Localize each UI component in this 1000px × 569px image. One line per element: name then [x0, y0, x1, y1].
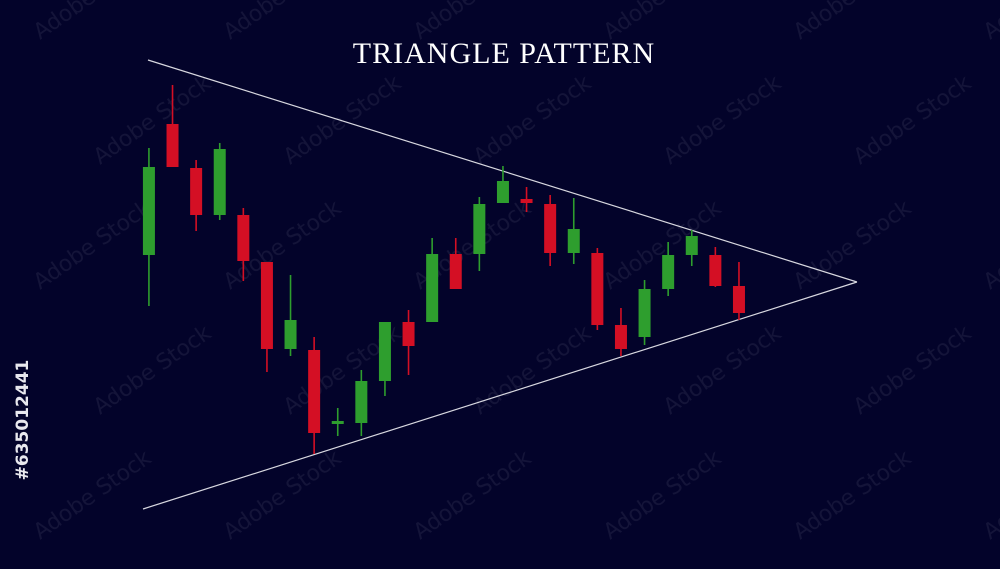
- candle-body: [190, 168, 203, 215]
- candle-body: [237, 215, 250, 261]
- chart-title: TRIANGLE PATTERN: [353, 37, 655, 70]
- candle-body: [355, 381, 368, 423]
- candle-body: [331, 421, 344, 424]
- candle-body: [591, 253, 604, 325]
- candle-body: [402, 322, 415, 346]
- candle-body: [260, 262, 273, 349]
- candle-body: [638, 289, 651, 337]
- candle-body: [544, 204, 557, 253]
- candle-body: [213, 149, 226, 215]
- candle-body: [496, 181, 509, 203]
- candle-body: [614, 325, 627, 349]
- candle-body: [709, 255, 722, 286]
- candle-body: [732, 286, 745, 313]
- candle-body: [662, 255, 675, 289]
- candle-body: [473, 204, 486, 254]
- candle-body: [567, 229, 580, 253]
- candle-body: [685, 236, 698, 255]
- candle-body: [308, 350, 321, 433]
- candle-body: [166, 124, 179, 167]
- candle-body: [426, 254, 439, 322]
- candle-body: [449, 254, 462, 289]
- trendline: [142, 281, 858, 510]
- candle-body: [378, 322, 391, 381]
- candle-body: [142, 167, 155, 255]
- candle-body: [284, 320, 297, 349]
- candle-body: [520, 199, 533, 203]
- side-text: #635012441: [13, 360, 33, 481]
